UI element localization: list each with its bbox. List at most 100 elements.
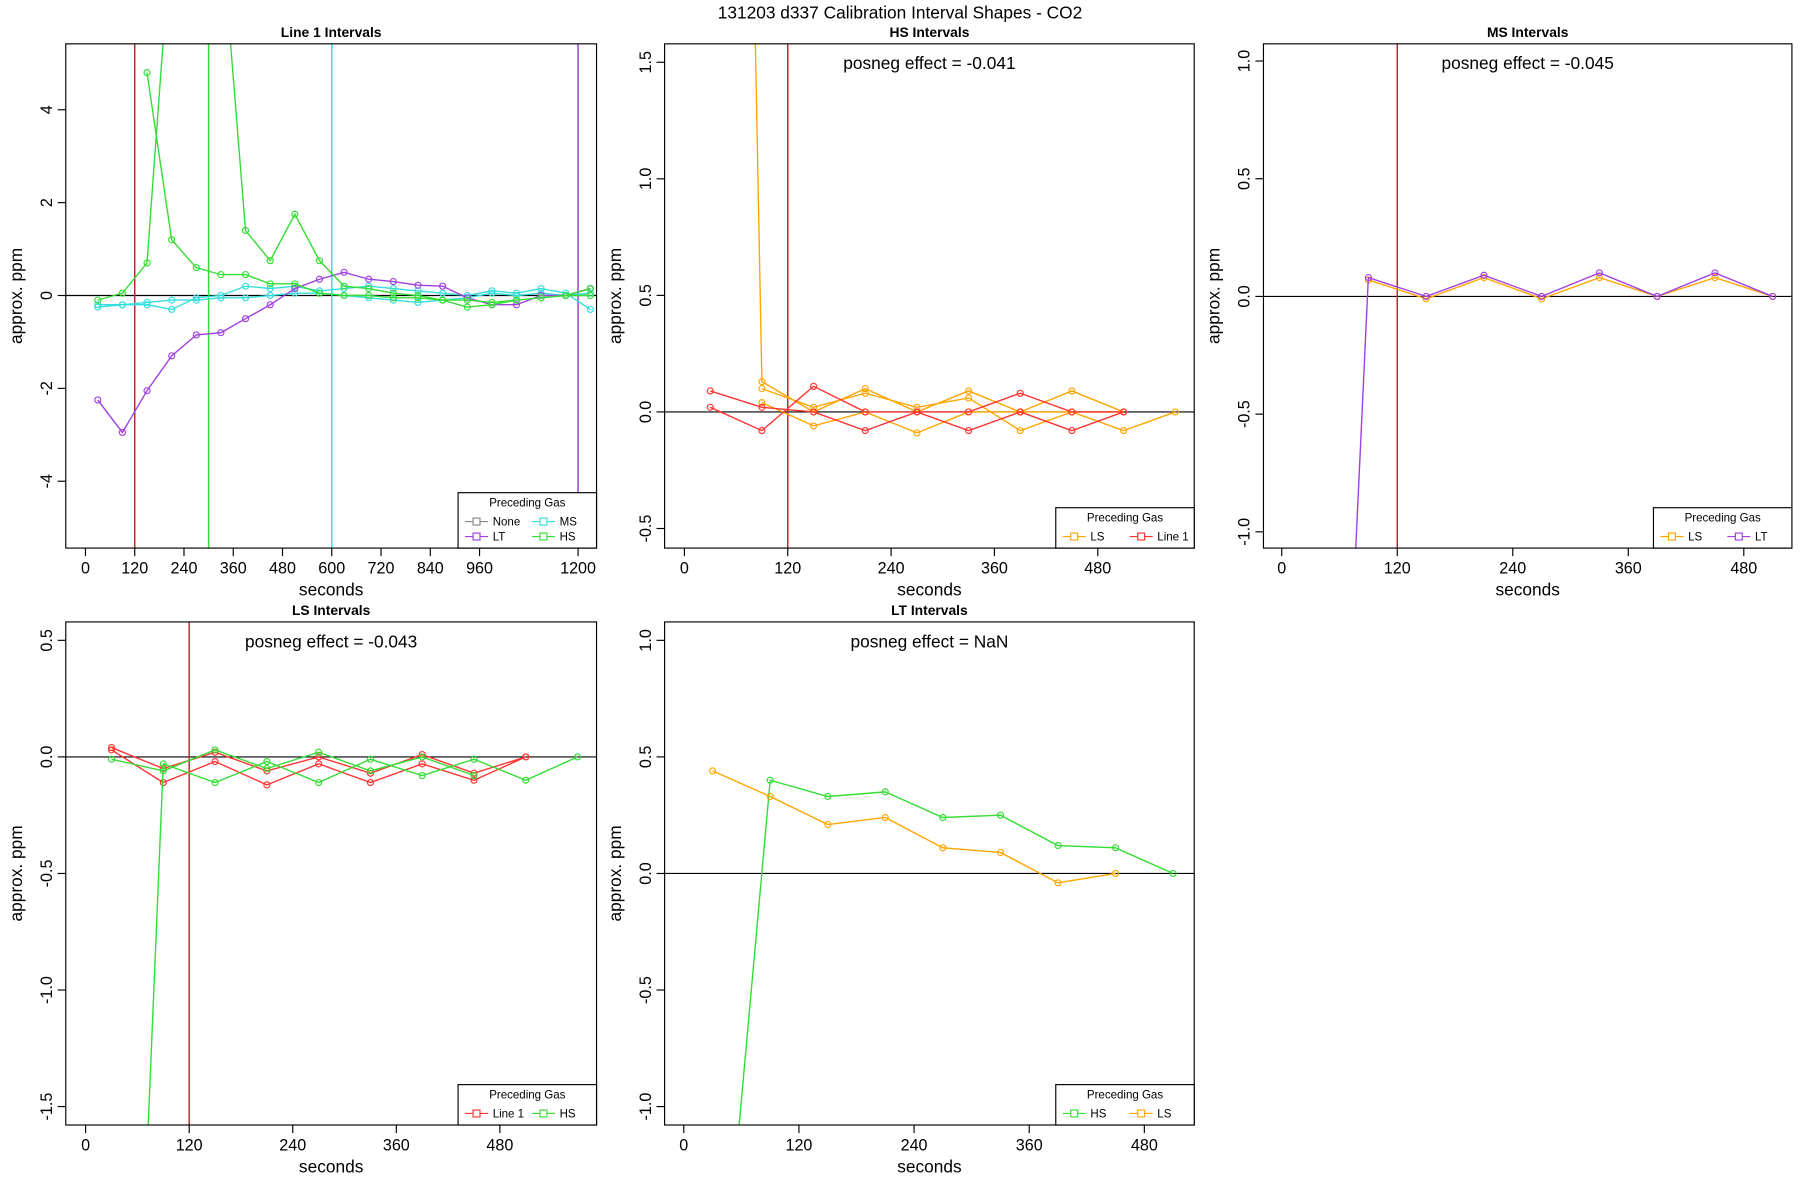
- data-point: [1016, 408, 1024, 416]
- data-point: [340, 282, 348, 290]
- y-tick-label: -1.0: [637, 1093, 655, 1121]
- data-point: [861, 427, 869, 435]
- x-tick-label: 360: [383, 1136, 410, 1154]
- legend-label: Line 1: [493, 1109, 524, 1121]
- plot-frame: [65, 621, 598, 1126]
- data-point: [913, 403, 921, 411]
- data-point: [414, 294, 422, 302]
- data-point: [94, 303, 102, 311]
- data-point: [107, 755, 116, 763]
- data-point: [159, 760, 167, 768]
- x-tick-label: 240: [1499, 559, 1526, 577]
- data-point: [365, 275, 373, 283]
- legend: Preceding Gas None MS LT HS: [457, 492, 598, 549]
- data-point: [573, 753, 582, 761]
- y-axis-label: approx. ppm: [605, 825, 625, 921]
- annotation: posneg effect = -0.043: [245, 631, 417, 651]
- data-point: [996, 848, 1004, 857]
- data-point: [263, 757, 271, 766]
- data-point: [143, 301, 151, 309]
- data-point: [118, 301, 126, 309]
- data-point: [965, 427, 973, 435]
- data-point: [168, 352, 176, 360]
- data-point: [211, 778, 219, 787]
- legend-marker: [472, 517, 481, 526]
- data-point: [192, 331, 200, 339]
- data-point: [266, 257, 274, 265]
- x-tick-label: 480: [1131, 1136, 1158, 1154]
- x-tick-label: 120: [1384, 559, 1411, 577]
- data-point: [107, 746, 116, 754]
- data-point: [414, 291, 422, 300]
- data-point: [266, 280, 274, 288]
- data-point: [389, 289, 397, 297]
- data-point: [810, 422, 818, 430]
- data-point: [211, 746, 219, 754]
- legend-title: Preceding Gas: [1685, 513, 1761, 525]
- plot-area: [65, 43, 597, 549]
- data-point: [241, 226, 250, 235]
- legend-title: Preceding Gas: [489, 498, 565, 510]
- legend-label: LT: [493, 532, 506, 544]
- data-point: [241, 294, 250, 302]
- data-point: [758, 403, 766, 411]
- data-point: [291, 210, 299, 218]
- data-point: [1120, 427, 1128, 435]
- data-point: [315, 289, 324, 297]
- y-axis-label: approx. ppm: [6, 248, 26, 344]
- data-point: [1364, 274, 1372, 282]
- y-tick-label: -1.5: [38, 1093, 56, 1121]
- data-point: [266, 291, 274, 300]
- data-point: [107, 743, 116, 752]
- y-axis-label: approx. ppm: [1204, 248, 1224, 344]
- legend-marker: [1667, 532, 1676, 541]
- series-line: [97, 271, 591, 434]
- series-line: [712, 770, 1116, 884]
- legend-label: MS: [560, 517, 578, 529]
- y-tick-label: 1.0: [637, 168, 655, 190]
- legend-marker: [472, 532, 481, 541]
- y-tick-label: -2: [38, 381, 56, 395]
- annotation: posneg effect = -0.041: [843, 53, 1015, 73]
- legend-label: LS: [1157, 1109, 1171, 1121]
- legend-marker: [1137, 532, 1146, 541]
- data-point: [340, 268, 348, 276]
- data-point: [824, 820, 832, 829]
- data-point: [861, 389, 869, 397]
- panel: LS Intervals posneg effect = -0.043 second…: [6, 602, 598, 1180]
- data-point: [192, 264, 200, 272]
- data-point: [1538, 292, 1546, 301]
- data-point: [143, 259, 151, 267]
- panel-title: Line 1 Intervals: [281, 24, 382, 40]
- data-point: [143, 1174, 149, 1180]
- legend-title: Preceding Gas: [489, 1089, 565, 1101]
- data-point: [470, 755, 478, 763]
- x-tick-label: 0: [680, 559, 689, 577]
- panel: MS Intervals posneg effect = -0.045 second…: [1204, 24, 1793, 653]
- legend-label: HS: [560, 532, 576, 544]
- legend-box: [457, 492, 598, 549]
- y-tick-label: 0.5: [38, 629, 56, 651]
- data-point: [1595, 269, 1603, 277]
- x-tick-label: 960: [466, 559, 493, 577]
- plot-frame: [664, 43, 1195, 549]
- data-point: [488, 289, 496, 297]
- y-tick-label: -0.5: [38, 860, 56, 888]
- x-tick-label: 240: [878, 559, 905, 577]
- data-point: [365, 284, 373, 293]
- x-tick-label: 240: [171, 559, 198, 577]
- data-point: [439, 282, 447, 290]
- data-point: [418, 753, 426, 761]
- data-point: [1016, 389, 1024, 397]
- x-tick-label: 120: [176, 1136, 203, 1154]
- data-point: [94, 301, 102, 309]
- data-point: [315, 753, 323, 761]
- data-point: [1171, 408, 1179, 416]
- y-tick-label: -0.5: [1236, 400, 1254, 428]
- data-point: [217, 294, 225, 302]
- data-point: [1348, 647, 1354, 653]
- x-tick-label: 360: [981, 559, 1008, 577]
- y-tick-label: 4: [38, 105, 56, 114]
- data-point: [1480, 271, 1488, 279]
